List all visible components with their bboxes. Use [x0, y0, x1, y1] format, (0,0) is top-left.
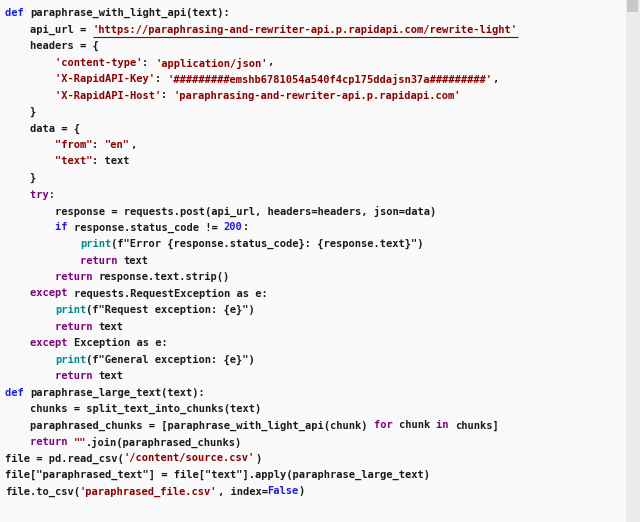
Text: return: return	[55, 322, 99, 331]
Text: for: for	[374, 421, 399, 431]
Text: Exception as e:: Exception as e:	[74, 338, 168, 348]
Text: try:: try:	[5, 189, 55, 199]
Text: print: print	[55, 305, 86, 315]
Text: "text": "text"	[5, 157, 93, 167]
Text: response.text.strip(): response.text.strip()	[99, 272, 230, 282]
Text: :: :	[93, 140, 105, 150]
Text: return: return	[80, 255, 124, 266]
Text: :: :	[161, 90, 173, 101]
Text: 'X-RapidAPI-Host': 'X-RapidAPI-Host'	[5, 90, 161, 101]
Text: :: :	[155, 74, 168, 84]
Text: def: def	[5, 387, 30, 397]
Text: }: }	[5, 107, 36, 117]
Text: .join(paraphrased_chunks): .join(paraphrased_chunks)	[86, 437, 243, 448]
Text: text: text	[124, 255, 148, 266]
Text: file.to_csv(: file.to_csv(	[5, 487, 80, 497]
Text: response.status_code !=: response.status_code !=	[74, 222, 224, 233]
Text: 'https://paraphrasing-and-rewriter-api.p.rapidapi.com/rewrite-light': 'https://paraphrasing-and-rewriter-api.p…	[93, 25, 518, 34]
Text: 'application/json': 'application/json'	[155, 57, 268, 68]
Text: paraphrase_with_light_api: paraphrase_with_light_api	[30, 8, 186, 18]
Text: paraphrase_large_text: paraphrase_large_text	[30, 387, 161, 398]
Text: chunk: chunk	[399, 421, 436, 431]
Text: "en": "en"	[105, 140, 130, 150]
Text: (f"Request exception: {e}"): (f"Request exception: {e}")	[86, 305, 255, 315]
Text: ,: ,	[493, 74, 499, 84]
Text: 'paraphrasing-and-rewriter-api.p.rapidapi.com': 'paraphrasing-and-rewriter-api.p.rapidap…	[173, 90, 461, 101]
Text: file["paraphrased_text"] = file["text"].apply(paraphrase_large_text): file["paraphrased_text"] = file["text"].…	[5, 470, 430, 480]
Text: ): )	[255, 454, 261, 464]
Text: file = pd.read_csv(: file = pd.read_csv(	[5, 454, 124, 464]
Text: print: print	[80, 239, 111, 249]
Text: , index=: , index=	[218, 487, 268, 496]
Text: except: except	[30, 338, 74, 348]
Text: return: return	[55, 272, 99, 282]
Text: (f"Error {response.status_code}: {response.text}"): (f"Error {response.status_code}: {respon…	[111, 239, 424, 249]
Text: '#########emshb6781054a540f4cp175ddajsn37a#########': '#########emshb6781054a540f4cp175ddajsn3…	[168, 74, 493, 85]
Text: in: in	[436, 421, 455, 431]
Text: api_url =: api_url =	[5, 25, 93, 35]
Text: ,: ,	[268, 57, 274, 67]
Text: except: except	[30, 289, 74, 299]
Text: 200: 200	[224, 222, 243, 232]
Text: def: def	[5, 8, 30, 18]
Text: return: return	[55, 371, 99, 381]
Text: "": ""	[74, 437, 86, 447]
Text: requests.RequestException as e:: requests.RequestException as e:	[74, 289, 268, 299]
Text: (f"General exception: {e}"): (f"General exception: {e}")	[86, 354, 255, 365]
Text: paraphrased_chunks = [paraphrase_with_light_api(chunk): paraphrased_chunks = [paraphrase_with_li…	[5, 421, 374, 431]
Text: chunks = split_text_into_chunks(text): chunks = split_text_into_chunks(text)	[5, 404, 261, 414]
Bar	[626, 0, 640, 522]
Text: False: False	[268, 487, 299, 496]
Text: :: :	[243, 222, 249, 232]
Text: :: :	[143, 57, 155, 67]
Bar	[627, 0, 638, 12]
Text: (text):: (text):	[161, 387, 205, 397]
Text: text: text	[99, 371, 124, 381]
Text: 'content-type': 'content-type'	[5, 57, 143, 67]
Text: '/content/source.csv': '/content/source.csv'	[124, 454, 255, 464]
Text: print: print	[55, 354, 86, 364]
Text: chunks]: chunks]	[455, 421, 499, 431]
Text: (text):: (text):	[186, 8, 230, 18]
Text: }: }	[5, 173, 36, 183]
Text: return: return	[30, 437, 74, 447]
Text: 'paraphrased_file.csv': 'paraphrased_file.csv'	[80, 487, 218, 497]
Text: ,: ,	[130, 140, 136, 150]
Text: data = {: data = {	[5, 124, 80, 134]
Text: 'X-RapidAPI-Key': 'X-RapidAPI-Key'	[5, 74, 155, 84]
Text: response = requests.post(api_url, headers=headers, json=data): response = requests.post(api_url, header…	[5, 206, 436, 217]
Text: headers = {: headers = {	[5, 41, 99, 51]
Text: "from": "from"	[5, 140, 93, 150]
Text: ): )	[299, 487, 305, 496]
Text: : text: : text	[93, 157, 130, 167]
Text: if: if	[55, 222, 74, 232]
Text: text: text	[99, 322, 124, 331]
